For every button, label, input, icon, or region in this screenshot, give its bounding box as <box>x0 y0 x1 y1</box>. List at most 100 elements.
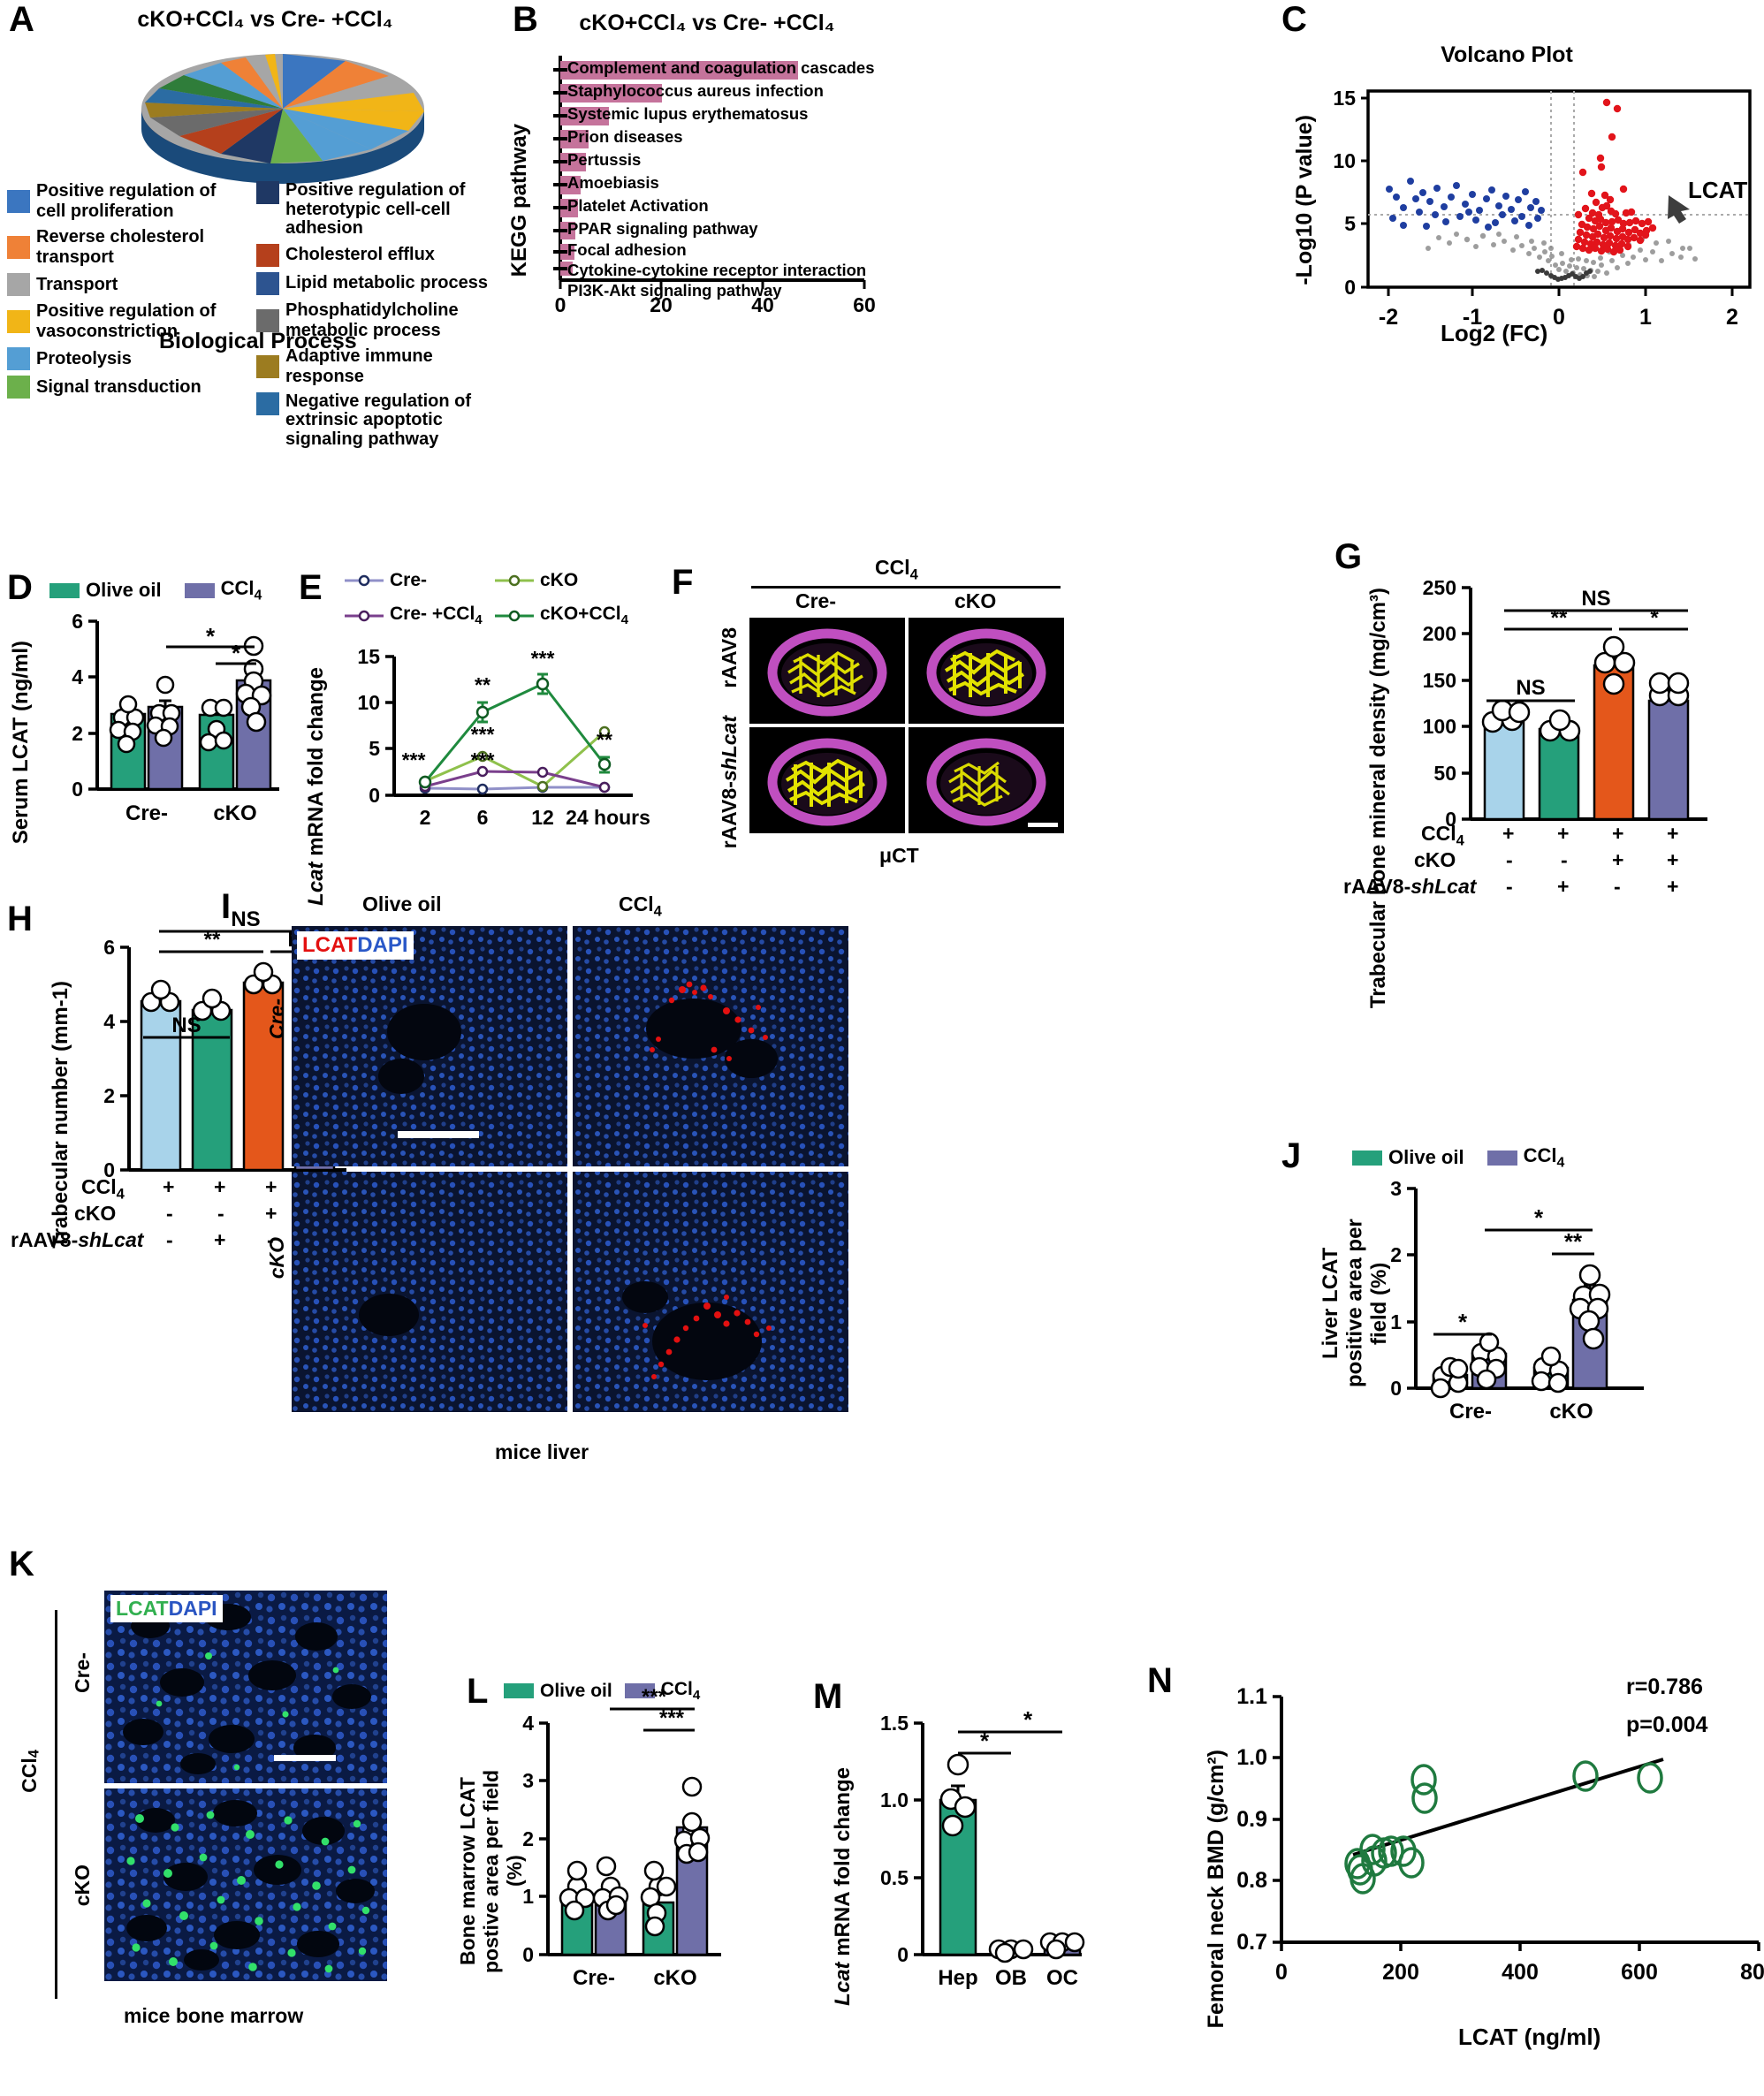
legend-swatch <box>1486 1150 1517 1166</box>
legend-item: Cre- +CCl4 <box>345 604 483 627</box>
legend-item: Positive regulation of vasoconstriction <box>7 301 247 342</box>
legend-swatch <box>7 190 30 213</box>
svg-text:24 hours: 24 hours <box>566 806 650 829</box>
panel-c-letter: C <box>1281 0 1307 39</box>
panel-g: G Trabecular bone mineral density (mg/cm… <box>1326 530 1764 1008</box>
svg-text:*: * <box>1458 1309 1468 1335</box>
svg-text:*: * <box>206 623 216 649</box>
cell: - <box>1614 875 1621 898</box>
legend-item: Lipid metabolic process <box>256 271 502 295</box>
row-label: rAAV8-shLcat <box>1343 875 1477 898</box>
panel-d-legend: Olive oil CCl4 <box>49 577 262 604</box>
legend-label: cKO+CCl4 <box>540 604 629 628</box>
cell: - <box>1561 848 1568 871</box>
cell: + <box>1557 875 1570 898</box>
legend-item: Adaptive immune response <box>256 346 502 387</box>
legend-column-left: Positive regulation of cell proliferatio… <box>7 181 247 450</box>
row-cko: cKO - - + + <box>1343 848 1723 875</box>
svg-text:***: *** <box>659 1706 685 1730</box>
svg-text:***: *** <box>531 647 555 670</box>
legend-swatch <box>256 181 279 204</box>
legend-line-icon <box>345 610 384 621</box>
cell: + <box>1667 848 1679 871</box>
svg-text:1: 1 <box>1390 1310 1402 1333</box>
panel-e-letter: E <box>299 568 323 607</box>
panel-m-ylabel: Lcat mRNA fold change <box>831 1767 855 2006</box>
legend-line-icon <box>495 610 534 621</box>
legend-item: Cre- <box>345 570 477 591</box>
svg-text:100: 100 <box>1423 715 1456 738</box>
legend-item: Negative regulation of extrinsic apoptot… <box>256 391 502 450</box>
panel-m: M Lcat mRNA fold change 1.5 1.0 0.5 0 * * <box>787 1670 1087 2059</box>
panel-g-letter: G <box>1334 537 1363 576</box>
svg-text:0: 0 <box>555 293 566 316</box>
panel-i-row-label-1: Cre- <box>265 999 288 1040</box>
svg-text:1.0: 1.0 <box>1236 1745 1267 1770</box>
svg-text:0: 0 <box>1553 305 1565 330</box>
panel-n: N r=0.786 p=0.004 Femoral neck BMD (g/cm… <box>1105 1652 1764 2094</box>
panel-i-letter: I <box>221 887 232 926</box>
panel-n-letter: N <box>1147 1661 1173 1700</box>
svg-text:400: 400 <box>1502 1960 1539 1985</box>
bar-label: Amoebiasis <box>567 173 659 192</box>
svg-text:NS: NS <box>171 1014 201 1037</box>
svg-text:4: 4 <box>522 1712 534 1735</box>
panel-k-stain-legend: LCATDAPI <box>110 1595 223 1622</box>
panel-l-bar-chart: 4 3 2 1 0 ****** <box>522 1685 721 1990</box>
cell: - <box>267 1228 274 1251</box>
panel-k-fluorescence-images <box>104 1591 387 1981</box>
svg-text:200: 200 <box>1423 622 1456 645</box>
panel-f-top-header: CCl4 <box>875 556 918 583</box>
legend-item: cKO+CCl4 <box>495 604 629 628</box>
legend-line-icon <box>345 574 384 587</box>
panel-h-letter: H <box>7 900 33 938</box>
svg-text:10: 10 <box>1333 149 1356 172</box>
svg-text:**: ** <box>204 928 221 952</box>
cell: + <box>163 1175 175 1198</box>
cell: + <box>214 1175 226 1198</box>
row-raav8: rAAV8-shLcat - + - + <box>1343 875 1723 901</box>
svg-text:-2: -2 <box>1379 305 1398 330</box>
svg-text:*: * <box>232 640 241 666</box>
panel-c: C Volcano Plot -Log10 (P value) 15 10 5 … <box>1237 0 1764 353</box>
legend-label: Lipid metabolic process <box>285 273 488 293</box>
svg-text:2: 2 <box>420 806 431 829</box>
svg-text:2: 2 <box>1390 1243 1402 1266</box>
panel-k-row-label-1: Cre- <box>71 1652 94 1694</box>
legend-item: Proteolysis <box>7 347 247 370</box>
legend-swatch <box>184 582 215 598</box>
svg-text:0: 0 <box>1275 1960 1288 1985</box>
cell: - <box>1506 848 1513 871</box>
svg-text:NS: NS <box>1516 676 1545 700</box>
bar-label: Focal adhesion <box>567 240 687 259</box>
legend-label: Cholesterol efflux <box>285 245 435 265</box>
panel-f-row-label-2: rAAV8-shLcat <box>718 716 741 849</box>
stat-p: p=0.004 <box>1626 1712 1708 1737</box>
panel-e: E Cre- cKO Cre- +CCl4 cKO+CCl4 Lcat mRNA… <box>292 535 663 906</box>
legend-item: Olive oil <box>49 579 162 602</box>
panel-f-caption: μCT <box>879 844 919 867</box>
legend-label: Positive regulation of cell proliferatio… <box>36 181 217 221</box>
panel-f-col-label-1: Cre- <box>795 589 837 612</box>
panel-a-title: cKO+CCl₄ vs Cre- +CCl₄ <box>137 7 393 32</box>
svg-text:2: 2 <box>522 1827 534 1850</box>
legend-label: Positive regulation of heterotypic cell-… <box>285 180 466 239</box>
svg-text:6: 6 <box>72 610 83 633</box>
panel-j-ylabel: Liver LCAT positive area per field (%) <box>1319 1219 1392 1388</box>
panel-c-title: Volcano Plot <box>1441 42 1573 67</box>
stain-dapi-label: DAPI <box>168 1597 217 1620</box>
legend-item: Transport <box>7 273 247 296</box>
panel-i: I Olive oil CCl4 Cre- cKO <box>212 884 893 1502</box>
panel-m-bar-chart: 1.5 1.0 0.5 0 * * Hep OB OC <box>880 1706 1085 1990</box>
panel-k-side-label: CCl4 <box>18 1750 42 1793</box>
panel-d-ylabel: Serum LCAT (ng/ml) <box>9 641 33 845</box>
legend-swatch <box>256 271 279 295</box>
svg-text:**: ** <box>597 728 612 751</box>
svg-text:15: 15 <box>1333 87 1356 110</box>
svg-text:5: 5 <box>369 737 380 760</box>
legend-swatch <box>256 308 279 332</box>
cell: + <box>1612 848 1624 871</box>
legend-item: Reverse cholesterol transport <box>7 227 247 268</box>
panel-j-letter: J <box>1281 1136 1302 1175</box>
legend-item: Phosphatidylcholine metabolic process <box>256 300 502 341</box>
